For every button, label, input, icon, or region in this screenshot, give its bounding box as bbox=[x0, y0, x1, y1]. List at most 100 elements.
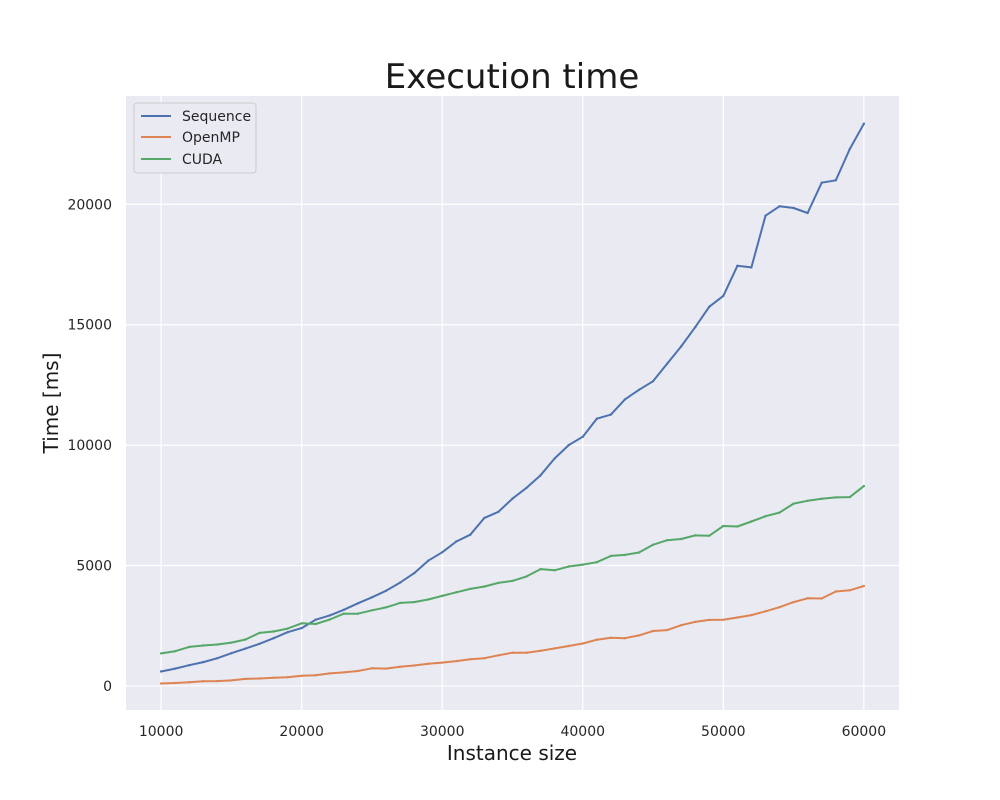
data-point bbox=[736, 616, 739, 619]
data-point bbox=[609, 636, 613, 639]
data-point bbox=[483, 657, 486, 660]
data-point bbox=[370, 609, 374, 612]
data-point bbox=[609, 554, 613, 558]
plot-background bbox=[126, 96, 899, 710]
data-point bbox=[398, 665, 402, 668]
legend: Sequence OpenMP CUDA bbox=[133, 102, 257, 174]
data-point bbox=[651, 629, 655, 633]
data-point bbox=[722, 618, 725, 621]
data-point bbox=[736, 264, 739, 267]
data-point bbox=[455, 659, 458, 663]
data-point bbox=[820, 181, 823, 184]
data-point bbox=[792, 502, 795, 505]
data-point bbox=[665, 362, 669, 365]
data-point bbox=[174, 681, 177, 685]
data-point bbox=[342, 671, 345, 674]
y-tick-label: 5000 bbox=[76, 559, 112, 575]
data-point bbox=[497, 510, 500, 513]
data-point bbox=[314, 618, 317, 621]
data-point bbox=[665, 628, 669, 632]
legend-label-cuda: CUDA bbox=[182, 152, 223, 168]
data-point bbox=[441, 661, 444, 664]
data-point bbox=[567, 565, 570, 568]
data-point bbox=[384, 606, 388, 609]
data-point bbox=[427, 662, 430, 665]
data-point bbox=[525, 651, 528, 654]
data-point bbox=[553, 457, 556, 460]
x-tick-label: 30000 bbox=[420, 724, 465, 740]
data-point bbox=[286, 676, 289, 679]
data-point bbox=[441, 594, 444, 598]
tick-labels: 10000 20000 30000 40000 50000 60000 0 5000 10000… bbox=[67, 197, 886, 740]
data-point bbox=[412, 572, 416, 575]
data-point bbox=[806, 211, 809, 215]
data-point bbox=[356, 602, 360, 605]
data-point bbox=[328, 672, 331, 675]
data-point bbox=[525, 486, 528, 489]
data-point bbox=[820, 597, 823, 600]
data-point bbox=[258, 642, 261, 645]
data-point bbox=[300, 626, 303, 630]
data-point bbox=[609, 413, 613, 416]
data-point bbox=[230, 652, 233, 655]
data-point bbox=[848, 147, 851, 151]
data-point bbox=[300, 622, 303, 625]
data-point bbox=[244, 677, 247, 681]
data-point bbox=[637, 551, 641, 554]
data-point bbox=[595, 561, 598, 564]
data-point bbox=[244, 647, 247, 650]
data-point bbox=[539, 567, 542, 571]
data-point bbox=[553, 647, 556, 650]
data-point bbox=[286, 627, 289, 630]
data-point bbox=[806, 499, 809, 502]
data-point bbox=[595, 638, 598, 641]
data-point bbox=[188, 645, 191, 649]
data-point bbox=[862, 584, 866, 588]
data-point bbox=[469, 533, 472, 536]
data-point bbox=[665, 539, 669, 542]
data-point bbox=[581, 642, 584, 645]
data-point bbox=[694, 534, 697, 537]
data-point bbox=[272, 676, 275, 679]
data-point bbox=[680, 537, 683, 541]
chart-title: Execution time bbox=[385, 57, 639, 97]
series-cuda bbox=[159, 484, 866, 655]
x-tick-label: 50000 bbox=[701, 724, 746, 740]
data-point bbox=[792, 206, 795, 210]
data-point bbox=[581, 563, 584, 566]
data-point bbox=[398, 601, 402, 605]
data-point bbox=[834, 496, 837, 499]
data-point bbox=[750, 266, 753, 269]
data-point bbox=[244, 638, 247, 641]
data-point bbox=[553, 569, 556, 572]
data-point bbox=[286, 631, 289, 634]
data-point bbox=[595, 417, 598, 420]
data-point bbox=[384, 589, 388, 592]
data-point bbox=[567, 443, 570, 447]
data-point bbox=[834, 590, 837, 593]
data-point bbox=[680, 345, 683, 348]
data-point bbox=[497, 654, 500, 657]
data-point bbox=[820, 497, 823, 500]
data-point bbox=[539, 474, 542, 477]
x-tick-label: 20000 bbox=[279, 724, 324, 740]
series-sequence bbox=[159, 122, 866, 673]
data-point bbox=[272, 630, 275, 633]
data-point bbox=[230, 641, 233, 644]
data-point bbox=[525, 575, 528, 578]
data-point bbox=[370, 667, 374, 670]
data-point bbox=[637, 388, 641, 391]
data-point bbox=[862, 484, 866, 488]
data-point bbox=[511, 497, 514, 500]
x-tick-label: 10000 bbox=[139, 724, 184, 740]
data-point bbox=[342, 612, 345, 615]
y-axis-label: Time [ms] bbox=[39, 353, 63, 455]
data-point bbox=[623, 553, 627, 557]
data-point bbox=[370, 596, 374, 599]
data-point bbox=[722, 524, 725, 528]
data-point bbox=[188, 664, 191, 667]
x-axis-label: Instance size bbox=[447, 741, 577, 765]
data-point bbox=[469, 658, 472, 661]
data-point bbox=[834, 179, 837, 182]
